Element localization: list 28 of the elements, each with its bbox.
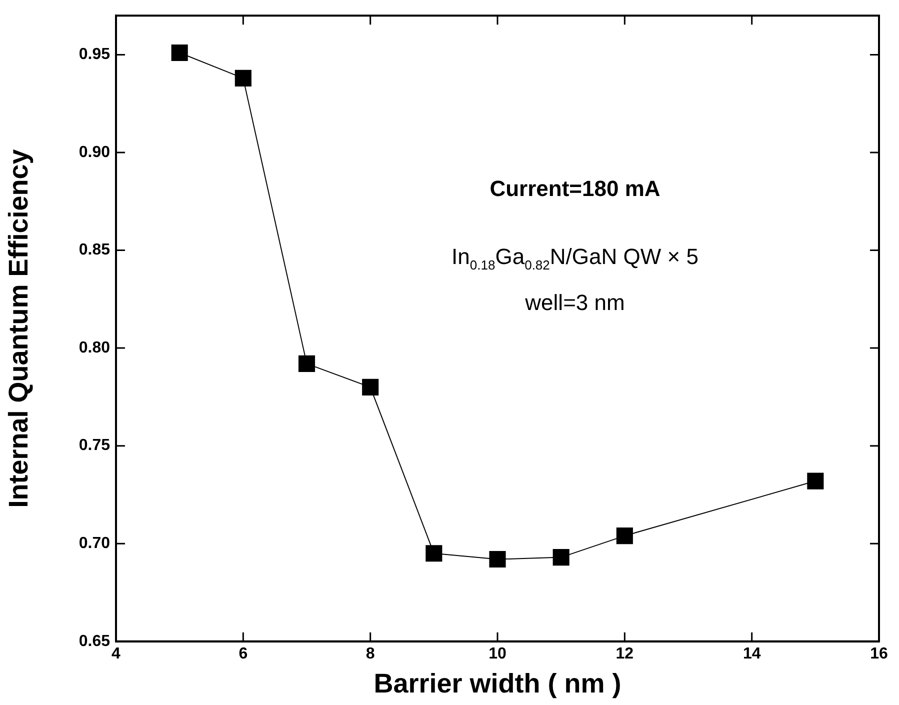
y-tick-label: 0.75 (78, 437, 110, 454)
point (489, 550, 506, 568)
y-axis-title: Internal Quantum Efficiency (4, 149, 34, 508)
y-tick-label: 0.80 (78, 339, 110, 356)
point (552, 549, 570, 566)
x-tick-label: 8 (366, 645, 375, 662)
x-tick-label: 6 (238, 645, 248, 662)
y-tick-label: 0.95 (78, 46, 110, 64)
point (362, 378, 379, 396)
point (426, 545, 442, 562)
x-tick-label: 14 (742, 645, 761, 662)
y-tick-label: 0.85 (78, 242, 110, 259)
point (298, 355, 316, 372)
annotation: well=3 nm (525, 290, 625, 316)
x-tick-label: 4 (112, 645, 121, 662)
point (807, 472, 824, 490)
y-tick-label: 0.65 (78, 632, 110, 650)
point (234, 70, 252, 86)
y-tick-label: 0.70 (78, 535, 110, 552)
y-tick-label: 0.90 (78, 144, 110, 161)
x-tick-label: 16 (870, 645, 888, 662)
point (616, 528, 633, 544)
annotation: Current=180 mA (490, 176, 660, 202)
point (171, 44, 188, 62)
annotation: In$_{0.18}$Ga$_{0.82}$N/GaN QW × 5 (452, 244, 698, 272)
x-tick-label: 12 (616, 645, 634, 662)
x-axis-title: Barrier width ( nm ) (374, 668, 622, 698)
x-tick-label: 10 (488, 645, 506, 662)
